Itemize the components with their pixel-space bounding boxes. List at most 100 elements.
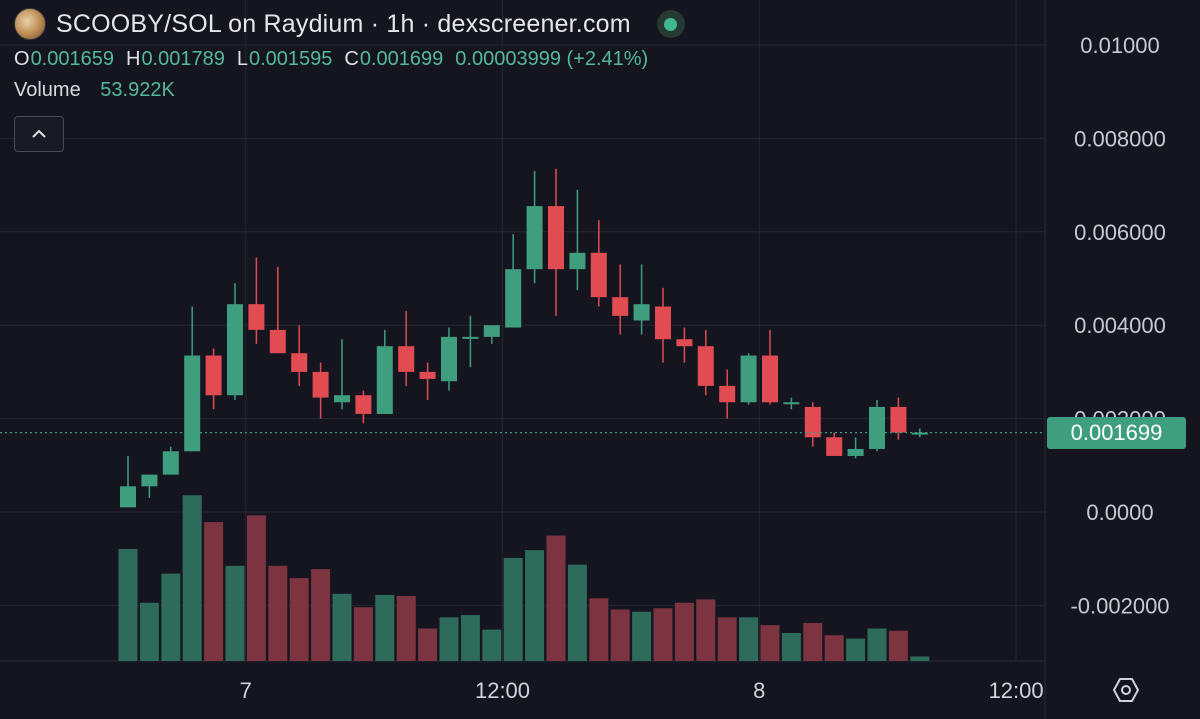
time-tick-label: 12:00 — [475, 678, 530, 703]
time-tick-label: 8 — [753, 678, 765, 703]
volume-bar — [803, 622, 823, 661]
chart-title: SCOOBY/SOL on Raydium · 1h · dexscreener… — [56, 9, 631, 38]
volume-bar — [525, 550, 545, 661]
volume-bar — [739, 617, 759, 661]
volume-bar — [696, 599, 716, 661]
candle-body — [205, 355, 222, 396]
candle-body — [462, 336, 479, 339]
volume-bar — [503, 557, 523, 661]
volume-bar — [888, 630, 908, 661]
volume-bar — [610, 609, 630, 661]
time-axis[interactable]: 7 12:00 8 12:00 — [240, 678, 1044, 703]
volume-bar — [246, 515, 266, 661]
volume-bars — [118, 495, 930, 661]
collapse-legend-button[interactable] — [14, 116, 64, 152]
volume-bar — [161, 573, 181, 661]
volume-bar — [268, 565, 288, 661]
volume-bar — [674, 602, 694, 661]
candle-body — [141, 474, 158, 487]
candle-body — [655, 306, 671, 340]
chevron-up-icon — [32, 129, 46, 138]
chart-header: SCOOBY/SOL on Raydium · 1h · dexscreener… — [14, 6, 685, 152]
low-label: L — [236, 48, 248, 70]
candles — [120, 168, 928, 508]
candle-body — [569, 252, 586, 270]
candle-body — [826, 437, 843, 456]
volume-bar — [824, 635, 844, 661]
volume-bar — [781, 633, 801, 661]
change-value: 0.00003999 (+2.41%) — [455, 48, 649, 70]
volume-bar — [118, 549, 138, 661]
volume-bar — [375, 594, 395, 661]
price-tick-label: 0.006000 — [1074, 220, 1166, 245]
volume-bar — [289, 578, 309, 661]
candle-body — [248, 304, 265, 330]
candle-body — [227, 304, 243, 396]
hexagon-settings-icon[interactable] — [1112, 676, 1140, 704]
candle-body — [441, 336, 457, 382]
candle-body — [719, 385, 736, 403]
volume-bar — [546, 535, 566, 661]
open-value: 0.001659 — [30, 48, 114, 70]
open-label: O — [14, 48, 30, 70]
candle-body — [355, 395, 372, 414]
candle-body — [740, 355, 757, 403]
last-price-tag: 0.001699 — [1047, 417, 1186, 449]
candle-body — [526, 206, 543, 270]
volume-bar — [846, 638, 866, 661]
live-status-icon[interactable] — [656, 10, 685, 38]
title-row: SCOOBY/SOL on Raydium · 1h · dexscreener… — [14, 6, 685, 42]
candle-body — [762, 355, 778, 403]
volume-label: Volume — [14, 79, 81, 101]
candle-body — [847, 448, 864, 456]
candle-body — [398, 346, 415, 372]
candle-body — [697, 346, 714, 386]
ohlc-row: O 0.001659 H 0.001789 L 0.001595 C 0.001… — [14, 48, 685, 71]
price-tick-label: 0.008000 — [1074, 126, 1166, 151]
time-tick-label: 7 — [240, 678, 252, 703]
volume-bar — [225, 565, 245, 661]
candle-body — [869, 406, 885, 449]
volume-bar — [567, 564, 587, 661]
candle-body — [676, 339, 693, 347]
close-label: C — [344, 48, 359, 70]
close-value: 0.001699 — [359, 48, 444, 70]
live-dot — [664, 17, 678, 31]
candle-body — [783, 402, 800, 405]
candle-body — [269, 329, 286, 354]
volume-bar — [204, 522, 224, 661]
volume-row: Volume 53.922K — [14, 79, 685, 102]
candle-body — [505, 269, 522, 328]
candle-body — [120, 486, 136, 508]
volume-bar — [760, 625, 780, 661]
token-avatar — [14, 8, 46, 40]
candle-body — [162, 451, 179, 475]
volume-bar — [653, 608, 673, 661]
time-tick-label: 12:00 — [989, 678, 1044, 703]
price-tick-label: 0.01000 — [1080, 33, 1160, 58]
candle-body — [291, 353, 308, 372]
volume-bar — [139, 602, 159, 661]
volume-bar — [632, 611, 652, 661]
volume-bar — [182, 495, 202, 661]
low-value: 0.001595 — [248, 48, 333, 70]
volume-bar — [418, 628, 438, 661]
candle-body — [184, 355, 201, 452]
volume-bar — [460, 615, 480, 661]
candle-body — [483, 325, 500, 337]
candle-body — [804, 406, 821, 438]
high-value: 0.001789 — [141, 48, 225, 70]
candle-body — [548, 206, 564, 270]
volume-bar — [439, 617, 459, 661]
price-axis[interactable]: 0.010000.0080000.0060000.0040000.0020000… — [1070, 33, 1169, 618]
high-label: H — [125, 48, 141, 70]
candle-body — [334, 395, 350, 403]
candle-body — [376, 346, 393, 414]
price-tick-label: 0.0000 — [1086, 500, 1153, 525]
candle-body — [312, 371, 329, 398]
volume-bar — [589, 598, 609, 661]
candle-body — [419, 371, 436, 379]
volume-bar — [353, 607, 373, 661]
price-tick-label: 0.004000 — [1074, 313, 1166, 338]
volume-bar — [867, 628, 887, 661]
